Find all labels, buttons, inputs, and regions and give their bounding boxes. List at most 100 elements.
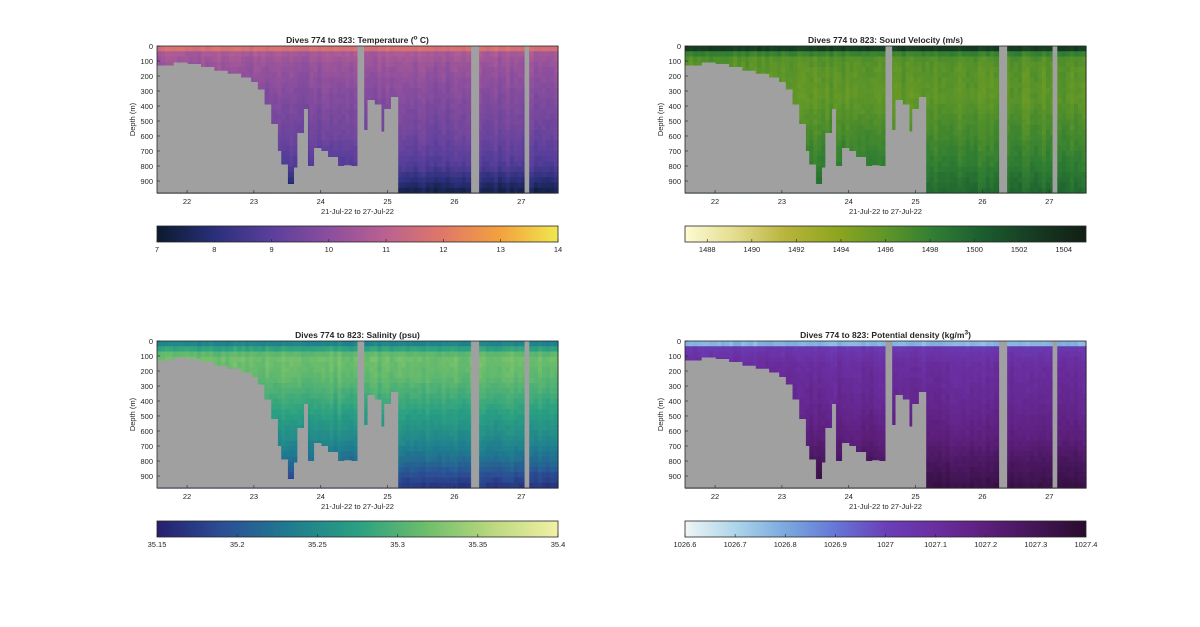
heatmap-cell [530,156,535,162]
heatmap-cell [514,183,519,189]
heatmap-cell [414,151,419,157]
heatmap-cell [877,135,882,141]
heatmap-cell [966,183,971,189]
heatmap-cell [841,72,846,78]
heatmap-cell [813,104,818,110]
heatmap-cell [950,167,955,173]
heatmap-cell [914,88,919,94]
heatmap-cell [861,146,866,152]
heatmap-cell [817,130,822,136]
heatmap-cell [881,46,886,52]
heatmap-cell [458,114,463,120]
heatmap-cell [426,177,431,183]
heatmap-cell [873,120,878,126]
heatmap-cell [422,172,427,178]
data-gap [525,46,530,193]
heatmap-cell [321,67,326,73]
heatmap-cell [974,83,979,89]
heatmap-cell [966,135,971,141]
heatmap-cell [281,62,286,68]
heatmap-cell [454,104,459,110]
heatmap-cell [490,51,495,57]
heatmap-cell [962,130,967,136]
heatmap-cell [374,88,379,94]
heatmap-cell [450,167,455,173]
heatmap-cell [978,120,983,126]
heatmap-cell [386,78,391,84]
heatmap-cell [438,51,443,57]
heatmap-cell [849,88,854,94]
heatmap-cell [946,141,951,147]
heatmap-cell [430,93,435,99]
heatmap-cell [538,62,543,68]
seafloor-block [324,151,328,193]
heatmap-cell [837,104,842,110]
heatmap-cell [881,62,886,68]
heatmap-cell [438,104,443,110]
heatmap-cell [438,109,443,115]
heatmap-cell [946,78,951,84]
heatmap-cell [974,130,979,136]
heatmap-cell [458,83,463,89]
heatmap-cell [442,172,447,178]
heatmap-cell [454,67,459,73]
heatmap-cell [970,46,975,52]
heatmap-cell [950,162,955,168]
heatmap-cell [430,172,435,178]
heatmap-cell [402,67,407,73]
heatmap-cell [301,67,306,73]
heatmap-cell [253,51,258,57]
heatmap-cell [773,62,778,68]
heatmap-cell [482,83,487,89]
heatmap-cell [466,104,471,110]
heatmap-cell [418,62,423,68]
heatmap-cell [434,141,439,147]
heatmap-cell [542,93,547,99]
heatmap-cell [321,93,326,99]
heatmap-cell [297,46,302,52]
heatmap-cell [269,99,274,105]
heatmap-cell [538,151,543,157]
heatmap-cell [281,135,286,141]
heatmap-cell [398,104,403,110]
heatmap-cell [966,141,971,147]
heatmap-cell [293,62,298,68]
heatmap-cell [898,46,903,52]
heatmap-cell [930,135,935,141]
heatmap-cell [486,46,491,52]
heatmap-cell [950,125,955,131]
heatmap-cell [550,151,555,157]
heatmap-cell [494,88,499,94]
heatmap-cell [857,46,862,52]
heatmap-cell [285,46,290,52]
heatmap-cell [974,109,979,115]
heatmap-cell [414,88,419,94]
heatmap-cell [245,67,250,73]
heatmap-cell [793,72,798,78]
heatmap-cell [482,78,487,84]
heatmap-cell [398,109,403,115]
heatmap-cell [518,51,523,57]
heatmap-cell [426,151,431,157]
heatmap-cell [510,146,515,152]
heatmap-cell [410,88,415,94]
heatmap-cell [406,46,411,52]
y-tick-label: 900 [140,177,153,186]
heatmap-cell [546,104,551,110]
heatmap-cell [962,156,967,162]
heatmap-cell [534,125,539,131]
heatmap-cell [978,83,983,89]
heatmap-cell [305,72,310,78]
heatmap-cell [502,114,507,120]
heatmap-cell [366,83,371,89]
heatmap-cell [422,62,427,68]
heatmap-cell [422,88,427,94]
heatmap-cell [313,141,318,147]
heatmap-cell [241,72,246,78]
heatmap-cell [349,125,354,131]
heatmap-cell [353,67,358,73]
heatmap-cell [938,88,943,94]
heatmap-cell [926,67,931,73]
heatmap-cell [301,99,306,105]
heatmap-cell [430,135,435,141]
